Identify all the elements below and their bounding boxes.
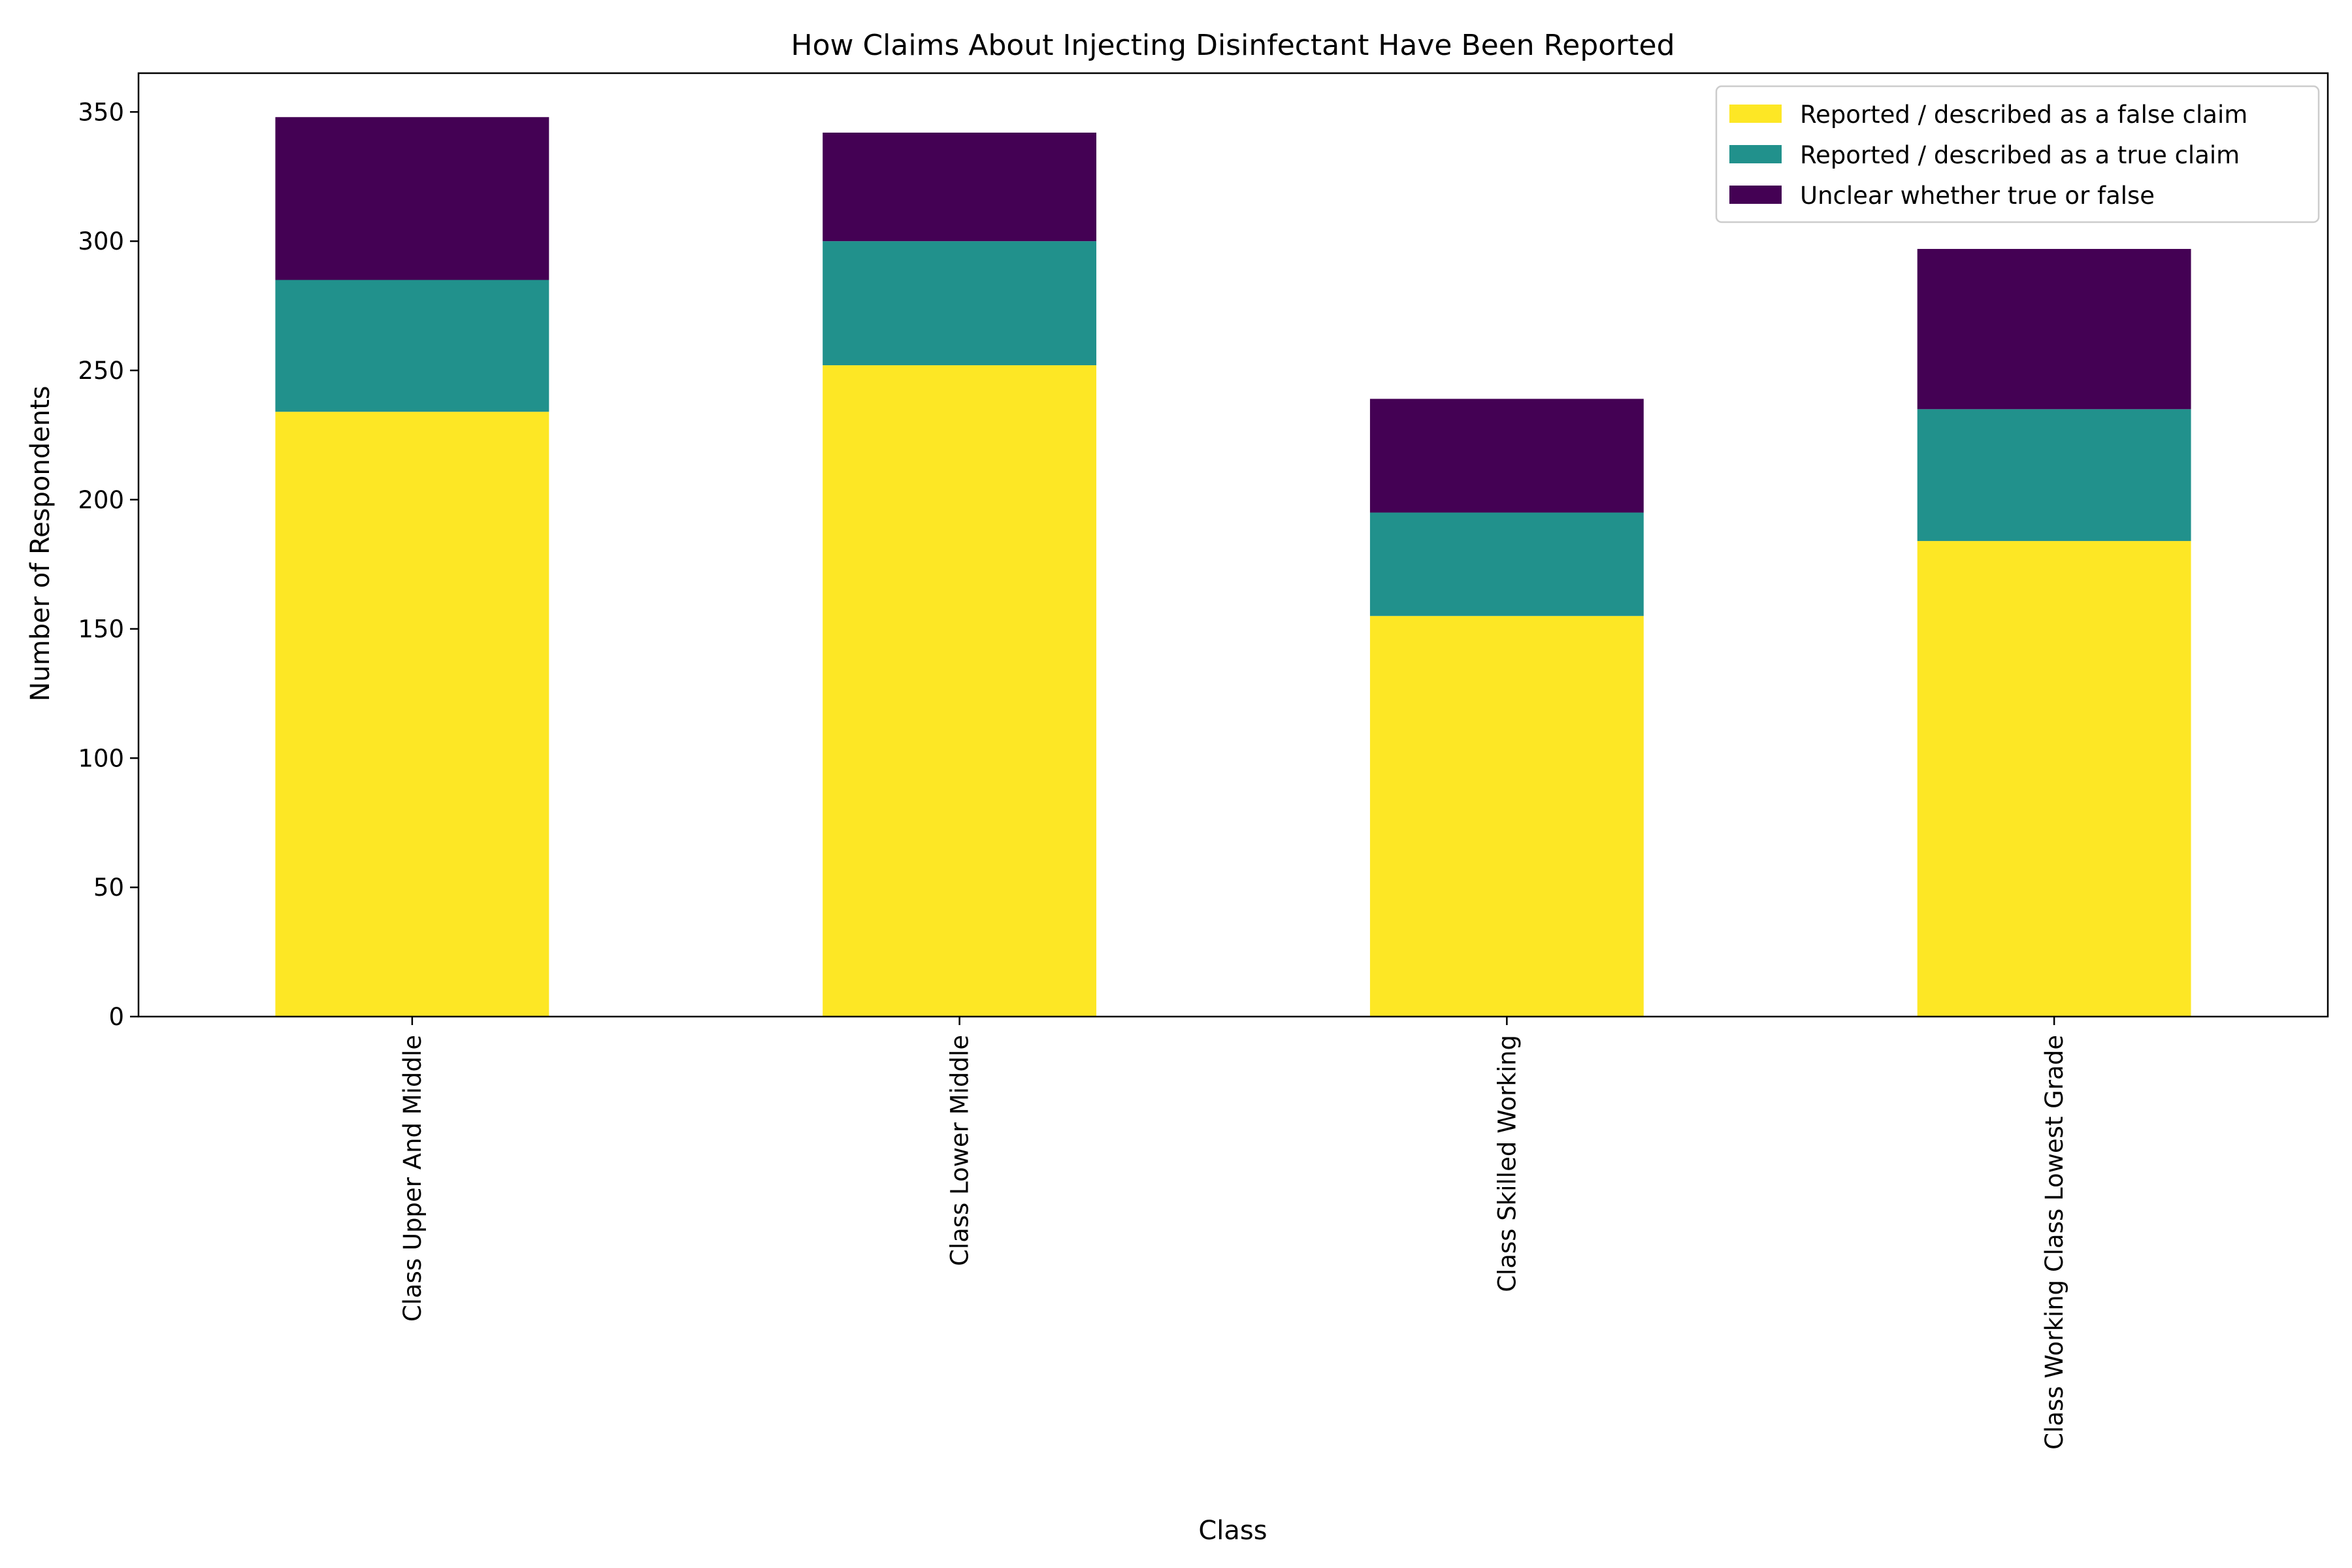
- bar-segment: [1917, 409, 2191, 542]
- bar-segment: [823, 365, 1097, 1017]
- y-tick-label: 50: [93, 874, 124, 902]
- bars-group: [275, 117, 2191, 1017]
- legend-label: Unclear whether true or false: [1800, 182, 2155, 210]
- bar-segment: [1369, 512, 1644, 616]
- y-tick-label: 150: [78, 615, 124, 644]
- x-tick-label: Class Upper And Middle: [399, 1035, 427, 1322]
- y-tick-label: 200: [78, 486, 124, 514]
- x-axis-label: Class: [1198, 1516, 1267, 1546]
- legend-label: Reported / described as a true claim: [1800, 141, 2240, 169]
- plot-frame: [137, 72, 2329, 1018]
- bar-segment: [275, 117, 549, 280]
- bar-segment: [823, 132, 1097, 242]
- x-tick-label: Class Working Class Lowest Grade: [2040, 1035, 2068, 1450]
- y-tick-label: 0: [108, 1003, 124, 1031]
- legend-swatch: [1729, 186, 1782, 204]
- legend: Reported / described as a false claim Rep…: [1715, 85, 2320, 223]
- legend-swatch: [1729, 145, 1782, 163]
- chart-title: How Claims About Injecting Disinfectant …: [791, 29, 1674, 62]
- bar-segment: [1917, 249, 2191, 410]
- legend-swatch: [1729, 105, 1782, 123]
- y-tick-label: 350: [78, 98, 124, 126]
- bar-segment: [1369, 399, 1644, 513]
- bar-segment: [1917, 541, 2191, 1017]
- bar-segment: [275, 280, 549, 412]
- bar-segment: [823, 241, 1097, 366]
- bar-segment: [275, 412, 549, 1017]
- x-tick-label: Class Skilled Working: [1493, 1035, 1521, 1292]
- legend-label: Reported / described as a false claim: [1800, 101, 2247, 129]
- legend-frame: [1715, 85, 2320, 223]
- bar-segment: [1369, 615, 1644, 1017]
- x-axis: Class Upper And Middle Class Lower Middle…: [399, 1017, 2068, 1450]
- y-tick-label: 250: [78, 357, 124, 385]
- x-tick-label: Class Lower Middle: [946, 1035, 974, 1266]
- y-tick-label: 100: [78, 744, 124, 772]
- y-axis-label: Number of Respondents: [25, 385, 56, 701]
- y-axis: 0 50 100 150 200 250 300 350: [78, 98, 139, 1031]
- y-tick-label: 300: [78, 227, 124, 255]
